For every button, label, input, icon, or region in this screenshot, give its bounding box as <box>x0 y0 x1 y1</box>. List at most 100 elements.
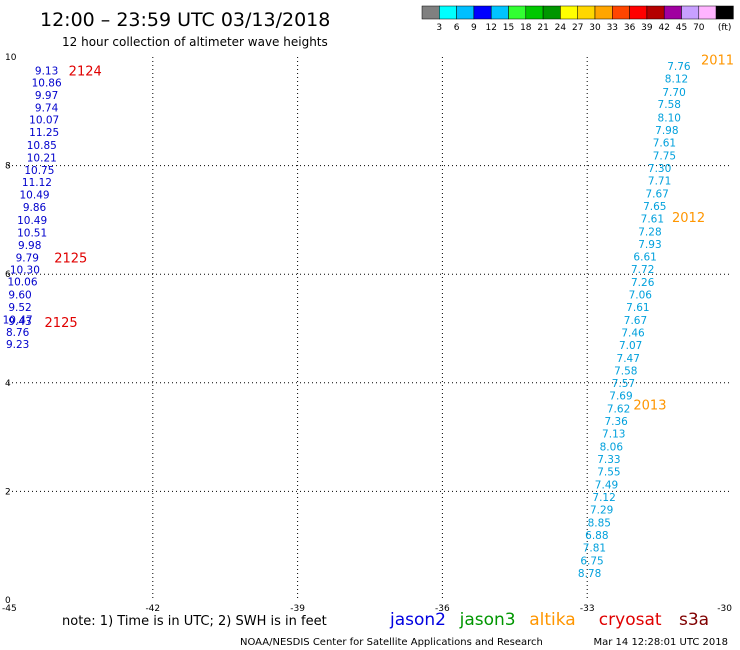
colorbar-swatch <box>663 5 682 20</box>
swh-value-label: 7.36 <box>604 416 628 428</box>
swh-value-label: 9.79 <box>16 252 39 264</box>
swh-value-label: 9.52 <box>8 302 31 314</box>
colorbar-label: 24 <box>555 23 567 33</box>
swh-value-label: 7.28 <box>638 226 661 238</box>
colorbar-label: 33 <box>607 23 618 33</box>
swh-value-label: 7.46 <box>621 327 645 339</box>
colorbar-swatch <box>525 5 544 20</box>
colorbar-label: 70 <box>693 23 705 33</box>
swh-value-label: 10.75 <box>24 165 54 177</box>
colorbar-swatch <box>646 5 665 20</box>
legend-item-s3a: s3a <box>679 610 709 630</box>
swh-value-label: 8.10 <box>658 112 681 124</box>
swh-value-label: 10.51 <box>17 227 47 239</box>
colorbar-swatch <box>594 5 613 20</box>
colorbar-swatch <box>542 5 561 20</box>
swh-value-label: 10.21 <box>27 152 57 164</box>
swh-value-label: 8.12 <box>665 74 688 86</box>
swh-value-label: 7.33 <box>597 454 620 466</box>
x-tick-label: -36 <box>435 604 450 614</box>
swh-value-label: 7.55 <box>597 466 620 478</box>
colorbar-label: 6 <box>454 23 460 33</box>
colorbar-swatch <box>508 5 527 20</box>
swh-value-label: 7.62 <box>607 403 630 415</box>
chart-title: 12:00 – 23:59 UTC 03/13/2018 <box>40 9 330 31</box>
swh-value-label: 10.49 <box>20 189 50 201</box>
swh-value-label: 7.13 <box>602 428 625 440</box>
swh-value-label: 9.60 <box>8 289 31 301</box>
colorbar-swatch <box>439 5 457 20</box>
swh-value-label: 6.75 <box>580 555 603 567</box>
colorbar-unit: (ft) <box>718 23 732 33</box>
y-tick-label: 0 <box>5 596 11 606</box>
legend-item-jason3: jason3 <box>459 610 516 630</box>
swh-value-label: 10.47 <box>3 314 33 326</box>
colorbar-swatch <box>681 5 700 20</box>
swh-value-label: 7.29 <box>590 504 613 516</box>
pass-number-label: 2125 <box>45 316 78 331</box>
swh-value-label: 7.69 <box>609 390 632 402</box>
colorbar-swatch <box>698 5 717 20</box>
x-tick-label: -42 <box>145 604 160 614</box>
y-tick-label: 4 <box>5 379 11 389</box>
colorbar-label: 36 <box>624 23 636 33</box>
pass-number-label: 2124 <box>69 65 102 80</box>
swh-value-label: 10.86 <box>32 78 62 90</box>
swh-value-label: 7.06 <box>629 289 653 301</box>
swh-value-label: 7.30 <box>648 163 671 175</box>
swh-value-label: 7.65 <box>643 201 666 213</box>
swh-value-label: 7.71 <box>648 175 671 187</box>
plot-grid <box>8 57 732 600</box>
swh-value-label: 9.86 <box>23 202 47 214</box>
colorbar-label: 42 <box>658 23 669 33</box>
swh-value-label: 7.07 <box>619 340 642 352</box>
colorbar-label: 12 <box>485 23 496 33</box>
y-tick-label: 6 <box>5 270 11 280</box>
colorbar-swatch <box>612 5 630 20</box>
y-tick-label: 10 <box>5 53 17 63</box>
colorbar-label: 18 <box>520 23 532 33</box>
y-tick-label: 8 <box>5 162 11 172</box>
colorbar-label: 45 <box>676 23 687 33</box>
swh-value-label: 7.70 <box>662 87 685 99</box>
swh-value-label: 9.98 <box>18 240 41 252</box>
swh-value-label: 9.43 <box>8 316 31 328</box>
pass-labels: 2124 2125 2125 2011 2012 2013 <box>45 54 735 414</box>
x-tick-label: -30 <box>717 604 732 614</box>
colorbar-swatch <box>456 5 475 20</box>
colorbar-swatch <box>715 5 734 20</box>
y-tick-label: 2 <box>5 487 11 497</box>
swh-value-label: 10.06 <box>7 276 37 288</box>
swh-value-label: 7.47 <box>617 353 640 365</box>
swh-value-label: 7.67 <box>645 188 668 200</box>
colorbar-label: 15 <box>503 23 514 33</box>
swh-value-label: 9.13 <box>35 66 58 78</box>
footer-credit: NOAA/NESDIS Center for Satellite Applica… <box>240 637 543 648</box>
swh-value-label: 8.85 <box>588 517 611 529</box>
swh-value-label: 11.25 <box>29 127 59 139</box>
footer-timestamp: Mar 14 12:28:01 UTC 2018 <box>594 637 729 648</box>
swh-value-label: 8.06 <box>600 441 624 453</box>
swh-value-label: 10.07 <box>29 114 59 126</box>
x-tick-label: -39 <box>290 604 305 614</box>
swh-value-label: 7.72 <box>631 264 654 276</box>
swh-value-label: 7.26 <box>631 277 655 289</box>
swh-value-label: 7.98 <box>655 125 678 137</box>
swh-value-label: 7.49 <box>595 479 618 491</box>
swh-value-label: 7.76 <box>667 61 691 73</box>
axis-ticks: -45 -42 -39 -36 -33 -30 0 2 4 6 8 10 <box>2 53 732 614</box>
swh-value-label: 7.75 <box>653 150 676 162</box>
swh-value-label: 7.61 <box>653 137 676 149</box>
swh-value-label: 10.30 <box>10 264 40 276</box>
footer-note: note: 1) Time is in UTC; 2) SWH is in fe… <box>62 614 327 629</box>
x-tick-label: -45 <box>2 604 17 614</box>
colorbar-swatch <box>473 5 492 20</box>
swh-value-label: 6.88 <box>585 530 608 542</box>
swh-value-label: 8.78 <box>578 568 601 580</box>
legend-item-altika: altika <box>529 610 576 630</box>
colorbar: 3 6 9 12 15 18 21 24 27 30 33 36 39 42 45 70 (ft) <box>421 5 734 33</box>
satellite-legend: jason2 jason3 altika cryosat s3a <box>389 610 709 630</box>
swh-value-label: 11.12 <box>22 177 52 189</box>
swh-value-label: 7.58 <box>614 365 637 377</box>
